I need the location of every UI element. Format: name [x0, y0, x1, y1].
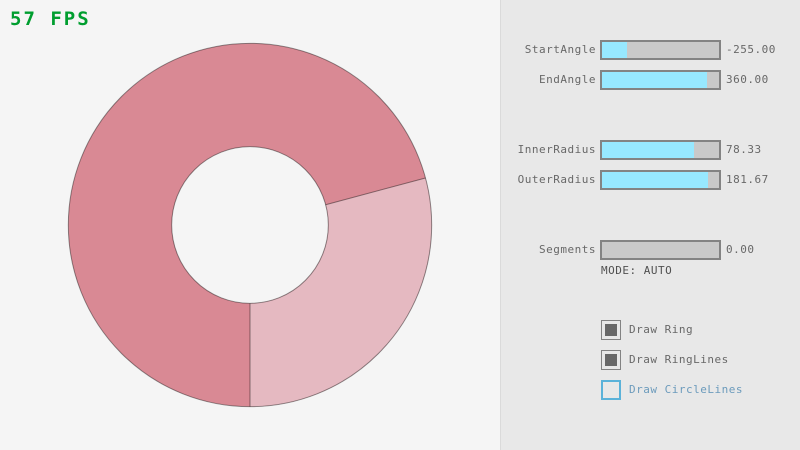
fps-counter: 57 FPS — [10, 8, 91, 30]
slider-row-endangle: EndAngle 360.00 — [501, 70, 800, 90]
draw-ring-checkbox[interactable] — [601, 320, 621, 340]
endangle-label: EndAngle — [539, 73, 596, 86]
control-panel: StartAngle -255.00 EndAngle 360.00 Inner… — [500, 0, 800, 450]
checkmark — [605, 354, 617, 366]
outerradius-label: OuterRadius — [517, 173, 596, 186]
innerradius-slider[interactable] — [600, 140, 721, 160]
slider-row-startangle: StartAngle -255.00 — [501, 40, 800, 60]
checkbox-row-draw-circlelines: Draw CircleLines — [501, 380, 800, 400]
slider-row-outerradius: OuterRadius 181.67 — [501, 170, 800, 190]
draw-circlelines-label: Draw CircleLines — [629, 383, 743, 396]
endangle-slider[interactable] — [600, 70, 721, 90]
segments-value: 0.00 — [726, 243, 755, 256]
startangle-slider[interactable] — [600, 40, 721, 60]
startangle-label: StartAngle — [524, 43, 596, 56]
checkmark — [605, 324, 617, 336]
slider-row-innerradius: InnerRadius 78.33 — [501, 140, 800, 160]
startangle-slider-fill — [602, 42, 628, 58]
checkbox-row-draw-ringlines: Draw RingLines — [501, 350, 800, 370]
slider-row-segments: Segments 0.00 — [501, 240, 800, 260]
outerradius-value: 181.67 — [726, 173, 769, 186]
draw-ringlines-checkbox[interactable] — [601, 350, 621, 370]
endangle-slider-fill — [602, 72, 708, 88]
checkbox-row-draw-ring: Draw Ring — [501, 320, 800, 340]
mode-status-text: MODE: AUTO — [601, 264, 673, 277]
startangle-value: -255.00 — [726, 43, 776, 56]
outerradius-slider-fill — [602, 172, 709, 188]
draw-ring-label: Draw Ring — [629, 323, 694, 336]
ring-chart — [67, 42, 433, 408]
endangle-value: 360.00 — [726, 73, 769, 86]
draw-ringlines-label: Draw RingLines — [629, 353, 729, 366]
segments-slider[interactable] — [600, 240, 721, 260]
draw-circlelines-checkbox[interactable] — [601, 380, 621, 400]
innerradius-label: InnerRadius — [517, 143, 596, 156]
innerradius-value: 78.33 — [726, 143, 762, 156]
innerradius-slider-fill — [602, 142, 694, 158]
outerradius-slider[interactable] — [600, 170, 721, 190]
segments-label: Segments — [539, 243, 596, 256]
